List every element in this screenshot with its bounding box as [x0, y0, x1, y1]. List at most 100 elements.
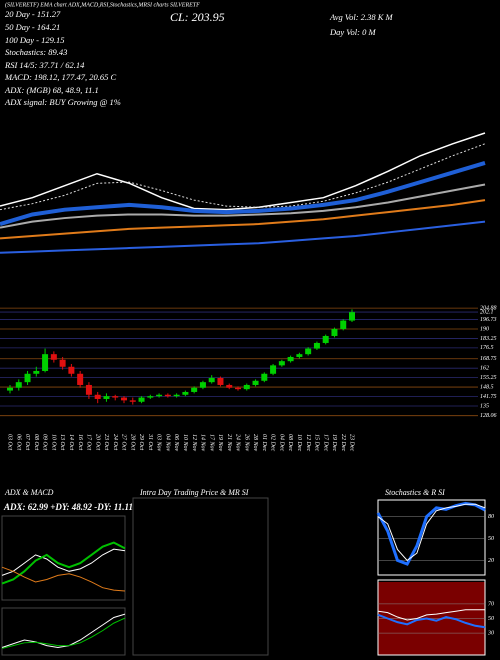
annotation: CL: 203.95: [170, 10, 225, 24]
x-tick-label: 17 Oct: [86, 434, 92, 450]
series-line: [0, 183, 486, 229]
series-line: [1, 548, 126, 576]
x-tick-label: 12 Dec: [305, 434, 311, 451]
candle-body: [331, 328, 338, 336]
candle-body: [156, 394, 163, 397]
x-tick-label: 10 Nov: [182, 434, 188, 452]
annotation: ADX: (MGB) 68, 48.9, 11.1: [4, 85, 99, 95]
candle-body: [94, 394, 101, 399]
x-tick-label: 22 Dec: [340, 434, 346, 451]
x-tick-label: 27 Oct: [121, 434, 127, 450]
candle-body: [349, 312, 355, 321]
x-tick-label: 31 Oct: [147, 433, 153, 450]
candle-body: [182, 391, 189, 395]
x-tick-label: 12 Nov: [191, 434, 197, 452]
candle-body: [24, 373, 31, 383]
y-tick-label: 128.06: [480, 413, 497, 419]
x-tick-label: 09 Oct: [42, 434, 48, 450]
candle-body: [138, 397, 145, 402]
x-tick-label: 08 Dec: [287, 434, 293, 451]
x-tick-label: 26 Nov: [243, 434, 249, 452]
series-line: [0, 143, 486, 211]
x-tick-label: 29 Oct: [138, 434, 144, 450]
candle-body: [305, 348, 312, 355]
candle-body: [50, 354, 57, 360]
candle-body: [313, 342, 320, 349]
y-tick-label: 204.88: [480, 305, 497, 312]
candle-body: [33, 370, 40, 374]
candle-body: [340, 320, 347, 329]
y-tick-label: 155.25: [480, 375, 497, 381]
x-tick-label: 21 Nov: [226, 434, 232, 452]
series-line: [1, 566, 126, 592]
y-tick-label: 141.75: [480, 393, 497, 400]
x-tick-label: 24 Nov: [235, 434, 242, 452]
y-tick-label: 176.5: [480, 345, 494, 351]
y-tick-label: 202.1: [480, 309, 494, 315]
x-tick-label: 13 Oct: [59, 434, 65, 450]
candle-body: [85, 384, 92, 395]
panel-border: [377, 499, 486, 576]
candle-body: [7, 387, 13, 391]
candle-body: [217, 377, 224, 385]
x-tick-label: 03 Oct: [7, 434, 13, 450]
annotation: 50 Day - 164.21: [5, 22, 60, 32]
annotation: Stochastics: 89.43: [5, 47, 67, 57]
series-line: [0, 220, 486, 254]
candle-body: [296, 354, 303, 357]
y-tick-label: 183.25: [480, 336, 497, 342]
annotation: Day Vol: 0 M: [329, 27, 376, 37]
candle-body: [77, 373, 84, 385]
x-tick-label: 02 Dec: [270, 434, 276, 451]
candle-body: [270, 365, 277, 374]
candle-body: [121, 397, 127, 401]
y-tick-label: 135: [480, 403, 489, 409]
y-tick-label: 70: [488, 601, 494, 607]
x-tick-label: 20 Oct: [94, 434, 100, 450]
panel-title: Intra Day Trading Price & MR SI: [139, 488, 249, 497]
x-tick-label: 17 Nov: [208, 434, 214, 452]
candle-body: [173, 394, 180, 397]
candle-body: [235, 387, 241, 390]
y-tick-label: 162: [480, 366, 489, 372]
annotation: ADX signal: BUY Growing @ 1%: [4, 97, 121, 107]
y-tick-label: 30: [487, 630, 494, 636]
panel-title: Stochastics & R SI: [385, 488, 445, 497]
x-tick-label: 04 Nov: [164, 434, 171, 452]
x-tick-label: 16 Oct: [77, 434, 83, 450]
candle-body: [103, 396, 110, 399]
panel-border: [1, 607, 126, 656]
candle-body: [208, 377, 215, 383]
x-tick-label: 10 Oct: [50, 434, 56, 450]
series-line: [377, 613, 486, 629]
x-tick-label: 06 Nov: [173, 434, 179, 452]
candle-body: [322, 335, 329, 343]
x-tick-label: 28 Oct: [129, 434, 135, 450]
x-tick-label: 24 Oct: [112, 434, 119, 450]
panel-border: [132, 497, 269, 656]
x-tick-label: 19 Nov: [217, 434, 223, 452]
panel-title: ADX & MACD: [4, 488, 54, 497]
series-line: [0, 199, 486, 240]
x-tick-label: 03 Nov: [156, 434, 162, 452]
y-tick-label: 168.75: [480, 356, 497, 362]
annotation: MACD: 198.12, 177.47, 20.65 C: [4, 72, 117, 82]
x-tick-label: 14 Oct: [68, 434, 75, 450]
candle-body: [164, 394, 171, 397]
panel-border: [377, 579, 486, 656]
series-line: [0, 161, 486, 226]
series-line: [1, 617, 126, 649]
candle-body: [199, 382, 206, 388]
panel-subtitle: ADX: 62.99 +DY: 48.92 -DY: 11.11: [3, 502, 133, 512]
annotation: 20 Day - 151.27: [5, 9, 61, 19]
y-tick-label: 50: [488, 616, 494, 622]
y-tick-label: 148.5: [480, 383, 494, 390]
series-line: [0, 132, 486, 211]
candle-body: [129, 400, 136, 402]
annotation: RSI 14/5: 37.71 / 62.14: [4, 60, 85, 70]
annotation: 100 Day - 129.15: [5, 35, 65, 45]
candle-body: [112, 396, 119, 398]
x-tick-label: 10 Dec: [296, 434, 302, 451]
